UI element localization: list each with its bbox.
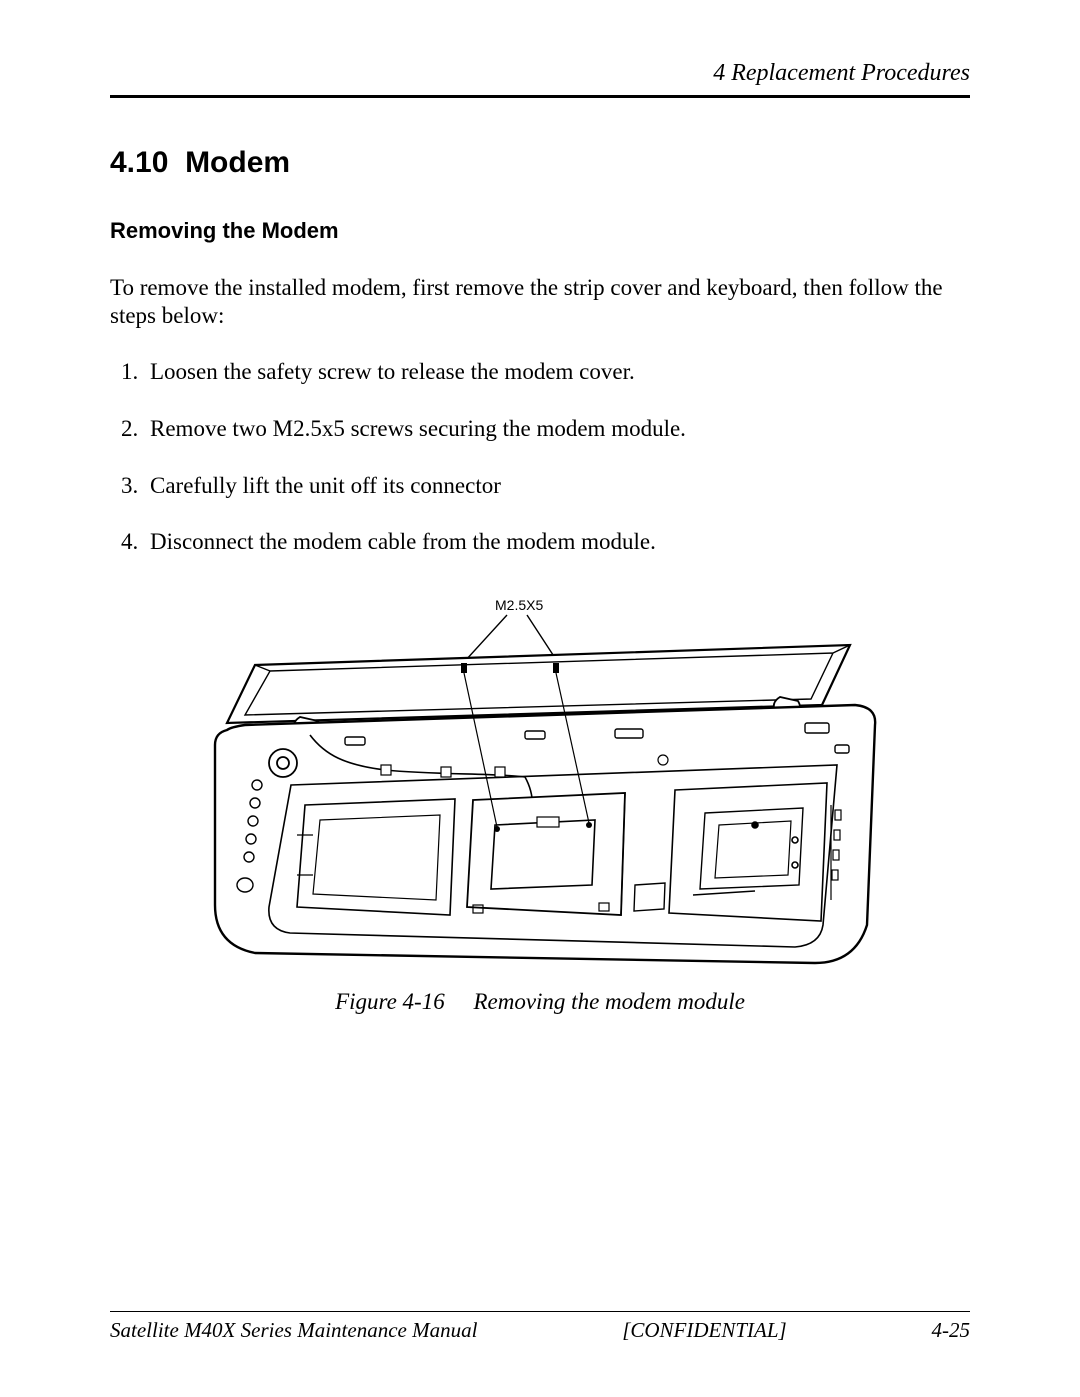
header-rule: [110, 95, 970, 98]
figure-number: Figure 4-16: [335, 989, 445, 1014]
callout-lines: [465, 615, 557, 661]
laptop-diagram: M2.5X5: [195, 585, 885, 965]
section-title: 4.10 Modem: [110, 146, 970, 180]
step-item: Carefully lift the unit off its connecto…: [144, 472, 970, 501]
procedure-steps: Loosen the safety screw to release the m…: [110, 358, 970, 557]
screw-label-text: M2.5X5: [495, 597, 543, 613]
section-name: Modem: [185, 146, 290, 179]
footer-left: Satellite M40X Series Maintenance Manual: [110, 1318, 477, 1343]
footer-center: [CONFIDENTIAL]: [622, 1318, 787, 1343]
step-item: Remove two M2.5x5 screws securing the mo…: [144, 415, 970, 444]
modem-connector: [537, 817, 559, 827]
left-bay: [297, 799, 455, 915]
chapter-header: 4 Replacement Procedures: [110, 60, 970, 87]
footer-rule: [110, 1311, 970, 1312]
section-number: 4.10: [110, 146, 168, 179]
page-footer: Satellite M40X Series Maintenance Manual…: [110, 1311, 970, 1343]
step-item: Disconnect the modem cable from the mode…: [144, 528, 970, 557]
footer-right: 4-25: [931, 1318, 970, 1343]
right-bay: [669, 783, 841, 921]
subsection-title: Removing the Modem: [110, 218, 970, 244]
step-item: Loosen the safety screw to release the m…: [144, 358, 970, 387]
modem-module: [491, 820, 595, 889]
figure-caption: Figure 4-16 Removing the modem module: [335, 989, 745, 1015]
page-container: 4 Replacement Procedures 4.10 Modem Remo…: [0, 0, 1080, 1397]
figure-container: M2.5X5: [110, 585, 970, 1015]
intro-paragraph: To remove the installed modem, first rem…: [110, 274, 970, 330]
figure-caption-text: Removing the modem module: [473, 989, 744, 1014]
